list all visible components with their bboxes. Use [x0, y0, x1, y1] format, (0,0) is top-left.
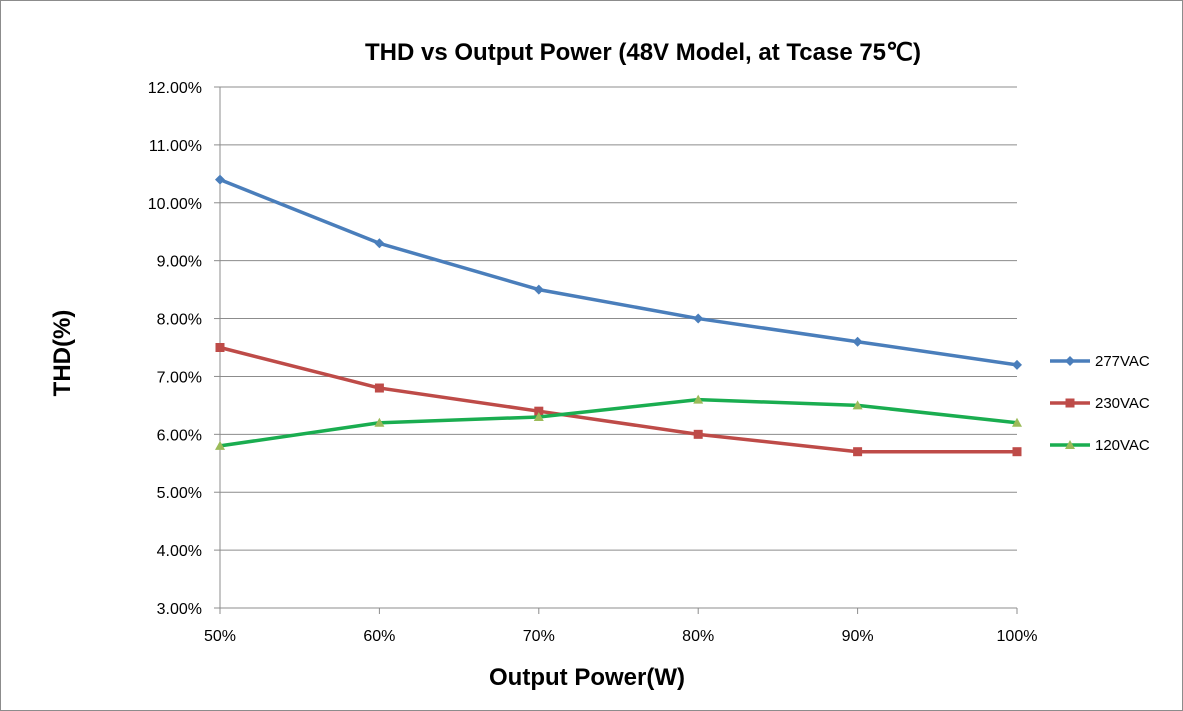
data-point — [533, 284, 544, 295]
series-277vac — [215, 174, 1022, 370]
data-point — [853, 447, 863, 457]
legend-item: 230VAC — [1050, 395, 1150, 412]
y-tick-label: 9.00% — [157, 254, 202, 271]
legend: 277VAC 230VAC 120VAC — [1050, 353, 1150, 454]
y-tick-label: 6.00% — [157, 427, 202, 444]
y-tick-label: 12.00% — [148, 80, 202, 97]
data-point — [215, 440, 225, 450]
x-tick-labels: 50% 60% 70% 80% 90% 100% — [204, 628, 1037, 645]
data-point — [1012, 447, 1022, 457]
y-tick-label: 7.00% — [157, 369, 202, 386]
data-point — [374, 417, 385, 427]
x-tick-label: 60% — [363, 628, 395, 645]
data-point — [1012, 417, 1022, 427]
x-tick-label: 70% — [523, 628, 555, 645]
x-tick-label: 90% — [842, 628, 874, 645]
data-point — [693, 429, 703, 439]
x-axis-title: Output Power(W) — [489, 664, 685, 691]
y-axis-title: THD(%) — [49, 310, 76, 397]
series-line — [218, 177, 1019, 367]
data-point — [533, 411, 544, 421]
y-tick-label: 4.00% — [157, 543, 202, 560]
series-120vac — [215, 394, 1022, 450]
legend-label: 277VAC — [1095, 353, 1150, 370]
data-point — [374, 383, 384, 393]
y-tick-label: 8.00% — [157, 312, 202, 329]
data-point — [215, 174, 225, 185]
x-tick-label: 50% — [204, 628, 236, 645]
y-tick-label: 10.00% — [148, 196, 202, 213]
x-tick-label: 100% — [997, 628, 1038, 645]
y-tick-label: 3.00% — [157, 601, 202, 618]
legend-label: 230VAC — [1095, 395, 1150, 412]
y-tick-label: 11.00% — [149, 138, 202, 155]
axes — [219, 87, 1018, 614]
legend-marker — [1065, 398, 1075, 408]
data-point — [693, 394, 704, 404]
legend-label: 120VAC — [1095, 437, 1150, 454]
data-point — [1012, 359, 1022, 370]
y-tick-labels: 3.00% 4.00% 5.00% 6.00% 7.00% 8.00% 9.00% 10.00… — [148, 80, 202, 618]
series-layer — [215, 174, 1022, 457]
data-point — [215, 343, 225, 352]
legend-marker — [1065, 440, 1075, 449]
x-tick-label: 80% — [682, 628, 714, 645]
legend-marker — [1065, 356, 1075, 366]
data-point — [534, 406, 544, 416]
chart-title: THD vs Output Power (48V Model, at Tcase… — [365, 39, 921, 66]
legend-item: 120VAC — [1050, 437, 1150, 454]
data-point — [852, 400, 863, 410]
series-230vac — [215, 343, 1022, 457]
data-point — [374, 238, 385, 249]
y-tick-label: 5.00% — [157, 485, 202, 502]
legend-item: 277VAC — [1050, 353, 1150, 370]
series-line — [218, 397, 1019, 448]
series-line — [218, 345, 1019, 454]
data-point — [852, 336, 863, 347]
data-point — [693, 313, 704, 324]
